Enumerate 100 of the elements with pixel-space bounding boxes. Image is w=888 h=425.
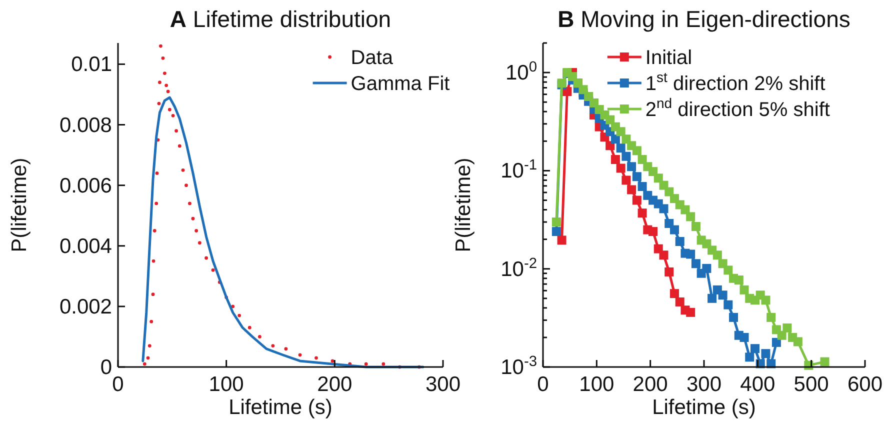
point [712, 250, 722, 260]
point [168, 108, 172, 112]
legend-label: 1$^{st}$ direction 2% shift [645, 69, 826, 95]
point [691, 222, 700, 232]
point [750, 344, 760, 354]
point [154, 202, 158, 206]
point [616, 127, 626, 136]
point [155, 172, 159, 175]
y-tick-label: 10$^{-3}$ [500, 354, 537, 379]
y-tick-label: 0.01 [71, 53, 112, 76]
point [793, 337, 802, 346]
point [708, 294, 717, 303]
point [184, 184, 188, 188]
point [166, 90, 170, 94]
point [552, 218, 561, 227]
chart-title: A Lifetime distribution [170, 6, 392, 32]
point [627, 162, 636, 172]
point [171, 114, 175, 118]
point [740, 285, 749, 294]
point [724, 266, 733, 275]
point [648, 227, 658, 236]
point [188, 202, 192, 206]
point [151, 292, 155, 296]
legend-label: Initial [645, 47, 692, 69]
point [691, 259, 700, 268]
point [632, 196, 642, 205]
point [659, 204, 668, 214]
point [740, 332, 749, 342]
point [675, 297, 684, 306]
point [150, 320, 154, 324]
legend-label: Data [350, 47, 394, 69]
point [284, 347, 288, 351]
x-tick-label: 200 [632, 373, 668, 396]
x-tick-label: 400 [740, 373, 776, 396]
point [557, 236, 566, 245]
point [578, 85, 588, 94]
point [204, 256, 208, 260]
point [638, 208, 647, 218]
point [782, 323, 792, 332]
y-tick-label: 0 [100, 356, 112, 379]
point [724, 300, 733, 310]
x-tick-label: 100 [579, 373, 614, 396]
point [610, 155, 620, 164]
point [670, 225, 679, 234]
point [271, 344, 275, 348]
point [616, 164, 626, 173]
point [675, 236, 684, 246]
point [146, 356, 150, 360]
point [686, 250, 696, 259]
point [314, 356, 318, 360]
point [664, 267, 674, 276]
point [174, 129, 178, 133]
point [718, 290, 728, 300]
x-tick-label: 300 [425, 373, 461, 396]
point [761, 349, 770, 358]
line-series [142, 96, 424, 368]
legend-label: 2$^{nd}$ direction 5% shift [645, 95, 830, 121]
point [198, 241, 202, 245]
x-axis-title: Lifetime (s) [228, 396, 332, 419]
x-tick-label: 500 [794, 373, 829, 396]
x-axis-title: Lifetime (s) [652, 396, 756, 419]
legend-label: Gamma Fit [350, 73, 450, 95]
point [606, 115, 615, 124]
point [148, 344, 152, 348]
point [161, 56, 165, 60]
x-tick-label: 600 [847, 373, 883, 396]
y-tick-label: 0.008 [59, 114, 112, 137]
y-tick-label: 0.006 [59, 174, 112, 198]
point [258, 335, 262, 338]
point [194, 229, 198, 232]
point [734, 275, 744, 284]
point [610, 134, 620, 144]
point [158, 44, 162, 48]
point [191, 216, 195, 220]
point [152, 259, 156, 263]
point [632, 146, 642, 156]
point [298, 353, 302, 357]
y-axis-title: P(lifetime) [8, 158, 31, 252]
point [152, 229, 156, 232]
point [616, 144, 626, 153]
y-tick-label: 10$^{-2}$ [500, 256, 537, 281]
y-tick-label: 10$^{0}$ [505, 60, 537, 85]
point [382, 362, 386, 366]
point [686, 212, 696, 222]
x-tick-label: 200 [317, 373, 352, 396]
point [686, 308, 696, 317]
y-axis-title: P(lifetime) [452, 158, 475, 252]
point [638, 155, 647, 164]
point [772, 338, 781, 347]
point [622, 176, 631, 185]
point [702, 264, 712, 273]
x-tick-label: 100 [208, 373, 244, 396]
point [761, 296, 770, 305]
y-tick-label: 0.004 [59, 234, 112, 258]
point [211, 268, 215, 272]
point [178, 144, 182, 148]
point [745, 352, 754, 362]
point [622, 152, 631, 161]
point [766, 312, 776, 322]
point [158, 80, 162, 84]
